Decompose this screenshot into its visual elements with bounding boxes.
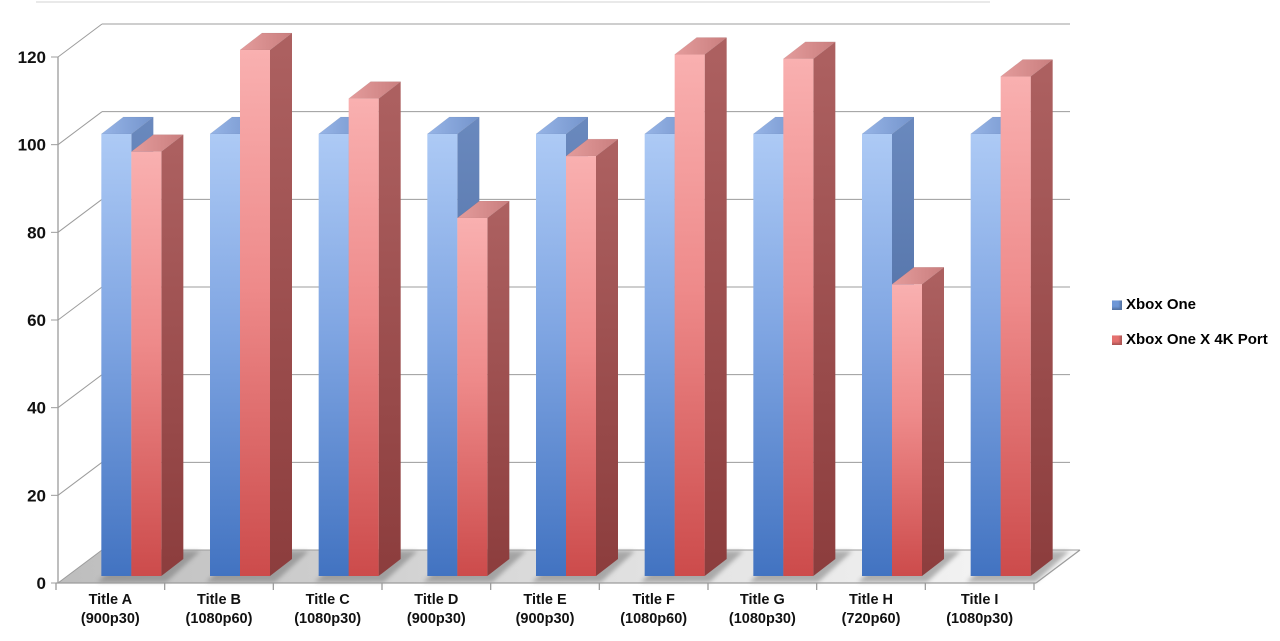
y-tick-label: 60 — [27, 311, 46, 330]
y-tick-label: 100 — [18, 136, 46, 155]
legend-label-xbox-one-x-4k-port: Xbox One X 4K Port — [1126, 331, 1268, 348]
x-tick-label-title-c: Title C (1080p30) — [294, 592, 361, 627]
legend-item-xbox-one: Xbox One — [1112, 296, 1268, 313]
legend-label-xbox-one: Xbox One — [1126, 296, 1197, 313]
chart-legend: Xbox One Xbox One X 4K Port — [1112, 296, 1268, 348]
bar-xbox-one-x-4k-port-title-c — [347, 81, 402, 576]
bar-xbox-one-x-4k-port-title-g — [782, 41, 837, 577]
x-tick-label-title-f: Title F (1080p60) — [620, 592, 687, 627]
y-tick-label: 120 — [18, 48, 46, 67]
x-tick-label-title-b: Title B (1080p60) — [186, 592, 253, 627]
bar-xbox-one-x-4k-port-title-b — [239, 32, 293, 576]
y-tick-label: 40 — [27, 399, 46, 418]
axes — [55, 57, 1081, 590]
x-tick-label-title-i: Title I (1080p30) — [946, 592, 1013, 627]
bar-xbox-one-x-4k-port-title-i — [999, 59, 1054, 577]
y-tick-label: 20 — [27, 486, 46, 505]
bar-xbox-one-x-4k-port-title-h — [891, 267, 945, 576]
x-axis-labels: Title A (900p30) Title B (1080p60) Title C (1… — [81, 592, 1013, 627]
bar-xbox-one-x-4k-port-title-e — [565, 138, 619, 576]
legend-swatch-blue-icon — [1112, 299, 1122, 310]
x-tick-label-title-e: Title E (900p30) — [516, 592, 575, 627]
x-tick-label-title-h: Title H (720p60) — [842, 592, 901, 627]
x-tick-label-title-g: Title G (1080p30) — [729, 592, 796, 627]
y-tick-label: 0 — [37, 574, 46, 593]
legend-swatch-red-icon — [1112, 334, 1122, 345]
bar-xbox-one-x-4k-port-title-a — [130, 134, 185, 576]
x-tick-label-title-a: Title A (900p30) — [81, 592, 140, 627]
x-tick-label-title-d: Title D (900p30) — [407, 592, 466, 627]
bar-xbox-one-x-4k-port-title-f — [673, 37, 728, 576]
bars — [100, 32, 1054, 577]
y-axis-labels: 0 20 40 60 80 100 120 — [18, 48, 46, 593]
y-tick-label: 80 — [27, 223, 46, 242]
bar-xbox-one-x-4k-port-title-d — [456, 200, 511, 577]
legend-item-xbox-one-x-4k-port: Xbox One X 4K Port — [1112, 331, 1268, 348]
